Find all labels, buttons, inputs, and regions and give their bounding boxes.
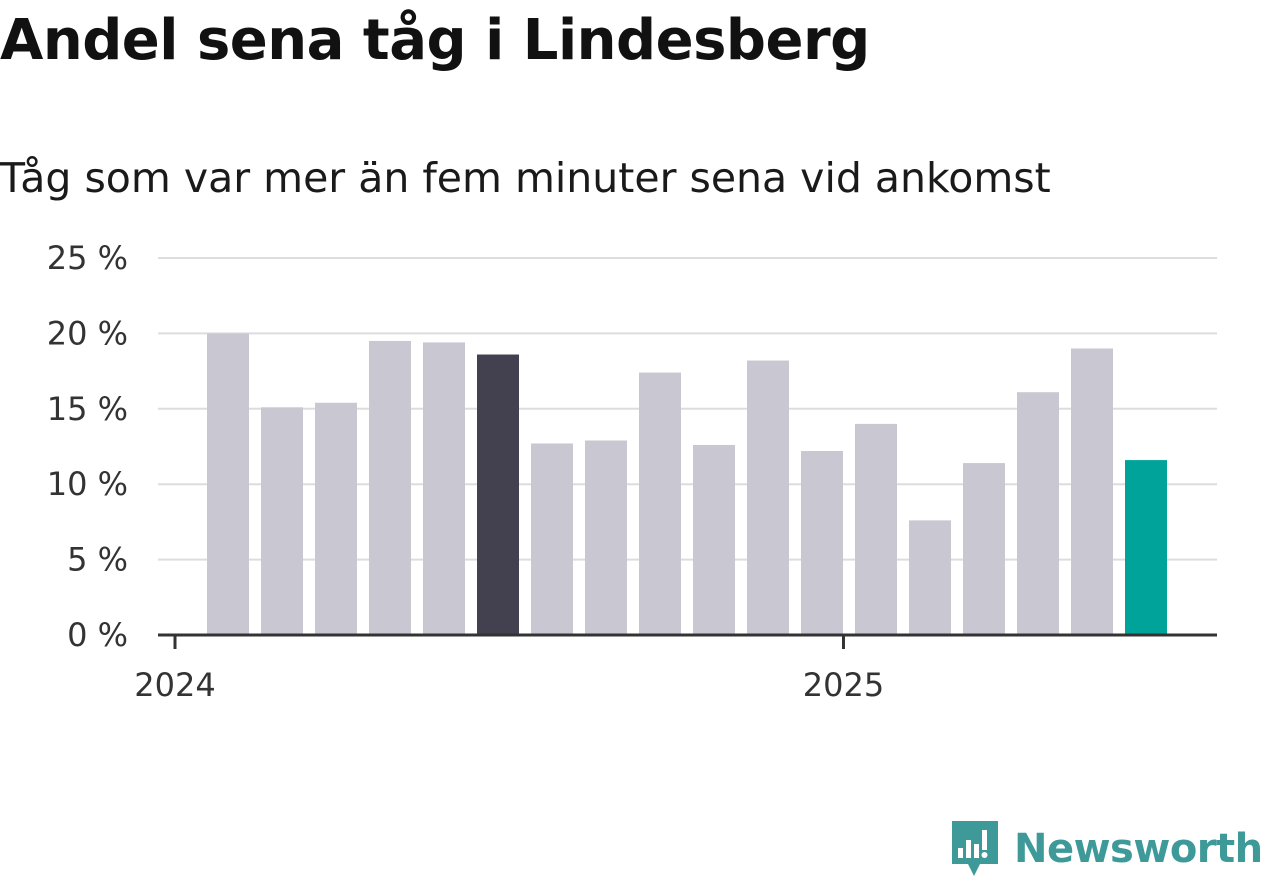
bar-2024-01 (207, 333, 249, 635)
bar-2024-06 (477, 354, 519, 635)
bar-2025-05 (1071, 348, 1113, 635)
y-tick-label: 10 % (47, 465, 128, 503)
bar-chart: 0 % 5 % 10 % 15 % 20 % 25 % 2024 2025 (47, 239, 1217, 704)
x-axis: 2024 2025 (134, 633, 1217, 704)
bar-2024-09 (639, 372, 681, 635)
bars (207, 333, 1167, 635)
bar-2024-03 (315, 402, 357, 635)
y-axis-ticks: 0 % 5 % 10 % 15 % 20 % 25 % (47, 239, 128, 654)
bar-2024-04 (369, 340, 411, 635)
chart-title: Andel sena tåg i Lindesberg (0, 8, 870, 73)
bar-2024-11 (747, 360, 789, 635)
y-tick-label: 0 % (67, 616, 128, 654)
brand-name: Newsworthy (1014, 826, 1262, 872)
chart-subtitle: Tåg som var mer än fem minuter sena vid … (0, 154, 1051, 202)
bar-2025-03 (963, 463, 1005, 635)
bar-2025-06 (1125, 460, 1167, 635)
bar-2024-07 (531, 443, 573, 635)
newsworthy-logo-icon (952, 821, 998, 876)
brand-logo[interactable]: Newsworthy (950, 818, 1262, 880)
x-tick-label: 2025 (803, 666, 884, 704)
x-tick-label: 2024 (134, 666, 215, 704)
bar-2024-10 (693, 444, 735, 635)
y-tick-label: 20 % (47, 314, 128, 352)
y-tick-label: 5 % (67, 541, 128, 579)
bar-2024-05 (423, 342, 465, 635)
bar-2025-01 (855, 423, 897, 635)
bar-2024-02 (261, 407, 303, 635)
y-tick-label: 25 % (47, 239, 128, 277)
bar-2024-08 (585, 440, 627, 635)
bar-2025-04 (1017, 392, 1059, 635)
bar-2025-02 (909, 520, 951, 635)
bar-2024-12 (801, 451, 843, 635)
y-tick-label: 15 % (47, 390, 128, 428)
